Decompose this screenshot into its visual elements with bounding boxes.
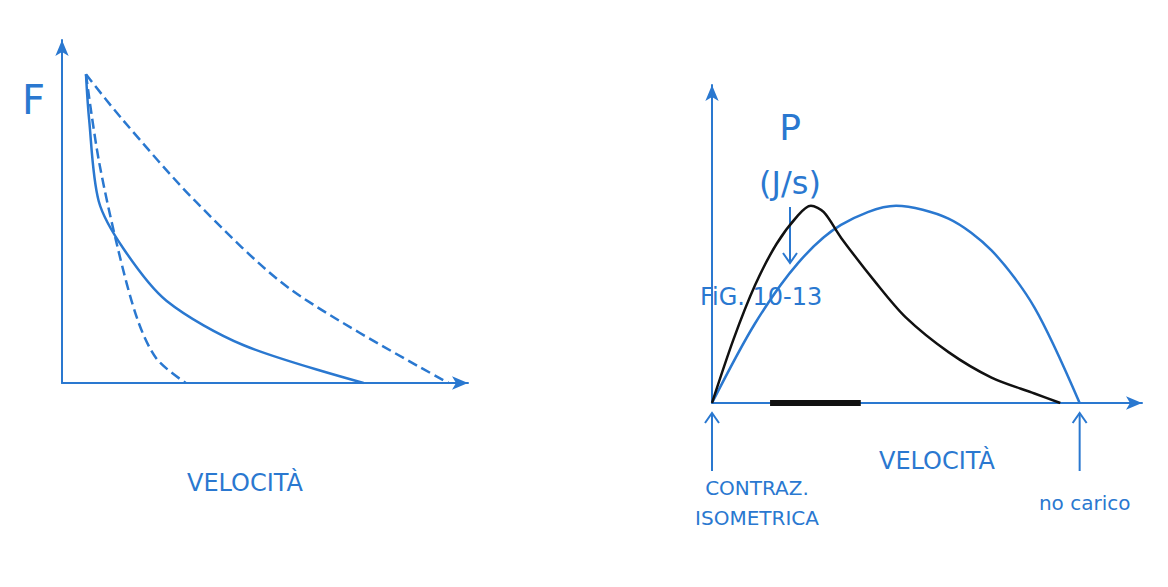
svg-text:ISOMETRICA: ISOMETRICA xyxy=(695,506,819,530)
svg-text:no carico: no carico xyxy=(1039,491,1131,515)
svg-text:VELOCITÀ: VELOCITÀ xyxy=(187,468,304,497)
svg-text:F: F xyxy=(22,77,45,123)
svg-text:VELOCITÀ: VELOCITÀ xyxy=(879,446,996,475)
svg-text:CONTRAZ.: CONTRAZ. xyxy=(705,476,809,500)
svg-text:FiG. 10-13: FiG. 10-13 xyxy=(700,283,822,311)
svg-text:P: P xyxy=(779,107,801,148)
svg-text:(J/s): (J/s) xyxy=(759,164,821,202)
